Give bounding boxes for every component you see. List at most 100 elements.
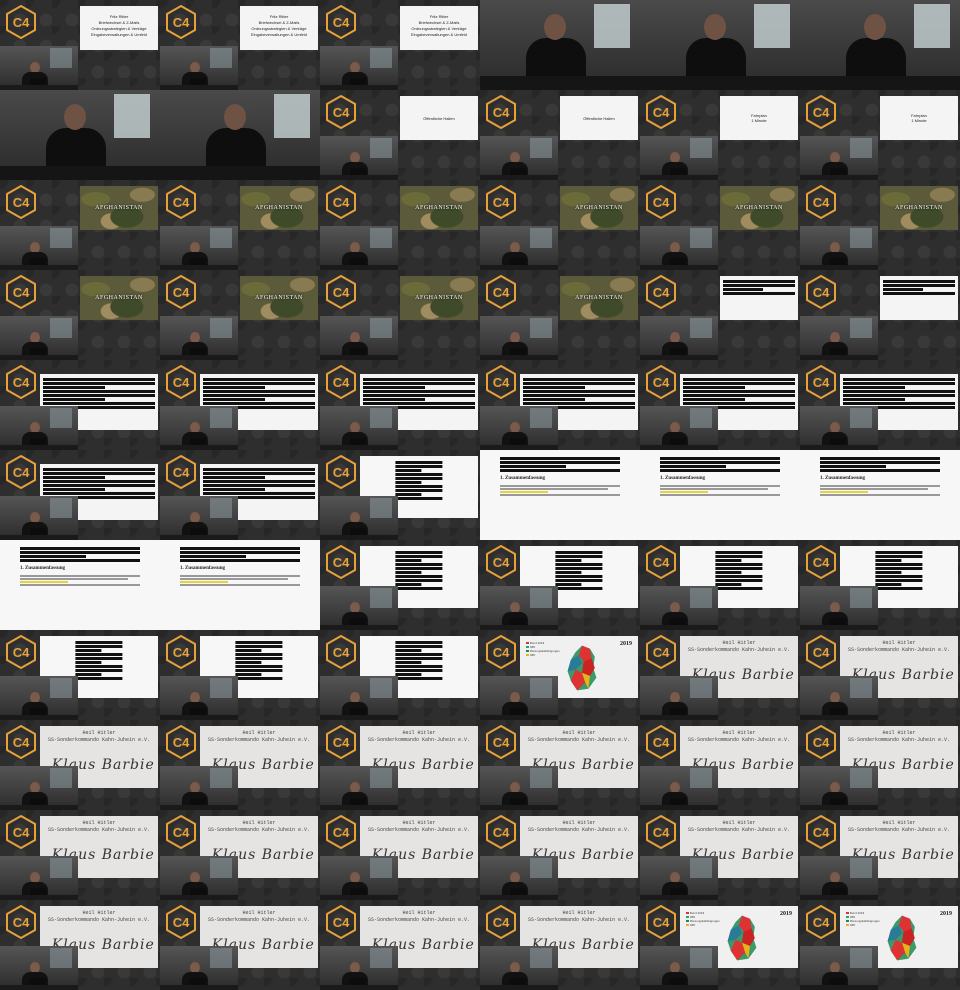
video-thumbnail-title[interactable]: C4 Fritz Ritter Briefwechsel & Z-Mails O…: [0, 0, 160, 90]
svg-text:C4: C4: [493, 735, 510, 750]
video-thumbnail-doc[interactable]: C4: [320, 630, 480, 720]
video-thumbnail-plain[interactable]: C4 Öffentliche Hallen: [480, 90, 640, 180]
stamp-line: Heil Hitler: [882, 640, 916, 646]
svg-text:C4: C4: [13, 915, 30, 930]
video-thumbnail-sig[interactable]: C4 Heil Hitler SS-Sonderkommando Kahn-Juh…: [160, 900, 320, 990]
video-thumbnail-redact[interactable]: C4: [0, 360, 160, 450]
video-thumbnail-doczoombig[interactable]: 1. Zusammenfassung: [160, 540, 320, 630]
video-thumbnail-doc[interactable]: C4: [320, 540, 480, 630]
video-thumbnail-doc[interactable]: C4: [480, 540, 640, 630]
video-thumbnail-camo[interactable]: C4 AFGHANISTAN: [320, 180, 480, 270]
title-line: Eingabeverwaltungen & Umfeld: [250, 32, 308, 37]
video-thumbnail-redact[interactable]: C4: [800, 360, 960, 450]
video-thumbnail-doc[interactable]: C4: [0, 630, 160, 720]
camo-title: AFGHANISTAN: [895, 205, 943, 211]
video-thumbnail-map[interactable]: C4 Bund 2019 SPD Planungsbeteiligungen SPD …: [640, 900, 800, 990]
video-thumbnail-cam[interactable]: [480, 0, 640, 90]
video-thumbnail-title[interactable]: C4 Fritz Ritter Briefwechsel & Z-Mails O…: [160, 0, 320, 90]
video-thumbnail-sig[interactable]: C4 Heil Hitler SS-Sonderkommando Kahn-Juh…: [320, 900, 480, 990]
video-thumbnail-sig[interactable]: C4 Heil Hitler SS-Sonderkommando Kahn-Juh…: [160, 720, 320, 810]
video-thumbnail-plain[interactable]: C4 Öffentliche Hallen: [320, 90, 480, 180]
video-thumbnail-sig[interactable]: C4 Heil Hitler SS-Sonderkommando Kahn-Juh…: [480, 720, 640, 810]
video-thumbnail-plain[interactable]: C4 Fahrplan 1 Minute: [640, 90, 800, 180]
video-thumbnail-sig[interactable]: C4 Heil Hitler SS-Sonderkommando Kahn-Juh…: [0, 720, 160, 810]
video-thumbnail-map[interactable]: C4 Bund 2019 SPD Planungsbeteiligungen SPD …: [800, 900, 960, 990]
stamp-line: Heil Hitler: [242, 820, 276, 826]
video-thumbnail-map[interactable]: C4 Bund 2019 SPD Planungsbeteiligungen SPD …: [480, 630, 640, 720]
video-thumbnail-doc[interactable]: C4: [160, 630, 320, 720]
video-thumbnail-sig[interactable]: C4 Heil Hitler SS-Sonderkommando Kahn-Juh…: [800, 630, 960, 720]
video-thumbnail-camo[interactable]: C4 AFGHANISTAN: [640, 180, 800, 270]
video-thumbnail-sig[interactable]: C4 Heil Hitler SS-Sonderkommando Kahn-Juh…: [640, 720, 800, 810]
video-thumbnail-sig[interactable]: C4 Heil Hitler SS-Sonderkommando Kahn-Juh…: [480, 810, 640, 900]
webcam-inset: [800, 136, 878, 180]
video-thumbnail-plain[interactable]: C4 Fahrplan 1 Minute: [800, 90, 960, 180]
webcam-inset: [320, 946, 398, 990]
camo-slide: AFGHANISTAN: [80, 186, 158, 230]
svg-text:C4: C4: [333, 105, 350, 120]
video-thumbnail-camo[interactable]: C4 AFGHANISTAN: [480, 270, 640, 360]
c4-logo-icon: C4: [646, 814, 676, 850]
video-thumbnail-docbig[interactable]: 1. Zusammenfassung: [480, 450, 640, 540]
video-thumbnail-sig[interactable]: C4 Heil Hitler SS-Sonderkommando Kahn-Juh…: [800, 720, 960, 810]
video-thumbnail-camo[interactable]: C4 AFGHANISTAN: [320, 270, 480, 360]
video-thumbnail-doczoom[interactable]: 1. Zusammenfassung: [640, 450, 800, 540]
webcam-inset: [640, 316, 718, 360]
video-thumbnail-doc[interactable]: C4: [320, 450, 480, 540]
c4-logo-icon: C4: [806, 364, 836, 400]
video-thumbnail-camo[interactable]: C4 AFGHANISTAN: [160, 180, 320, 270]
video-thumbnail-camo[interactable]: C4 AFGHANISTAN: [0, 270, 160, 360]
map-year: 2019: [780, 911, 792, 917]
video-thumbnail-redact[interactable]: C4: [800, 270, 960, 360]
video-thumbnail-sig[interactable]: C4 Heil Hitler SS-Sonderkommando Kahn-Juh…: [480, 900, 640, 990]
video-thumbnail-camo[interactable]: C4 AFGHANISTAN: [0, 180, 160, 270]
video-thumbnail-camo[interactable]: C4 AFGHANISTAN: [160, 270, 320, 360]
legend-label: Bund 2019: [850, 912, 865, 915]
video-thumbnail-doc[interactable]: C4: [800, 540, 960, 630]
video-thumbnail-redact[interactable]: C4: [0, 450, 160, 540]
stamp-line: SS-Sonderkommando Kahn-Juhein e.V.: [687, 737, 791, 743]
svg-text:C4: C4: [173, 915, 190, 930]
c4-logo-icon: C4: [326, 184, 356, 220]
video-thumbnail-sig[interactable]: C4 Heil Hitler SS-Sonderkommando Kahn-Juh…: [0, 810, 160, 900]
camo-title: AFGHANISTAN: [575, 205, 623, 211]
c4-logo-icon: C4: [6, 274, 36, 310]
stamp-line: Heil Hitler: [722, 640, 756, 646]
c4-logo-icon: C4: [166, 184, 196, 220]
title-slide: Fritz Ritter Briefwechsel & Z-Mails Ordn…: [400, 6, 478, 50]
title-line: Eingabeverwaltungen & Umfeld: [410, 32, 468, 37]
video-thumbnail-doczoombig[interactable]: 1. Zusammenfassung: [0, 540, 160, 630]
svg-text:C4: C4: [813, 825, 830, 840]
video-thumbnail-redact[interactable]: C4: [160, 450, 320, 540]
video-thumbnail-camo[interactable]: C4 AFGHANISTAN: [480, 180, 640, 270]
camo-title: AFGHANISTAN: [95, 295, 143, 301]
video-thumbnail-redact[interactable]: C4: [640, 360, 800, 450]
video-thumbnail-sig[interactable]: C4 Heil Hitler SS-Sonderkommando Kahn-Juh…: [160, 810, 320, 900]
video-thumbnail-redact[interactable]: C4: [480, 360, 640, 450]
webcam-inset: [320, 676, 398, 720]
webcam-inset: [640, 946, 718, 990]
video-thumbnail-sig[interactable]: C4 Heil Hitler SS-Sonderkommando Kahn-Juh…: [800, 810, 960, 900]
video-thumbnail-cam[interactable]: [160, 90, 320, 180]
video-thumbnail-sig[interactable]: C4 Heil Hitler SS-Sonderkommando Kahn-Juh…: [640, 630, 800, 720]
video-thumbnail-redact[interactable]: C4: [320, 360, 480, 450]
legend-label: SPD: [690, 924, 696, 927]
video-thumbnail-doczoom[interactable]: 1. Zusammenfassung: [800, 450, 960, 540]
video-thumbnail-sig[interactable]: C4 Heil Hitler SS-Sonderkommando Kahn-Juh…: [320, 720, 480, 810]
video-thumbnail-title[interactable]: C4 Fritz Ritter Briefwechsel & Z-Mails O…: [320, 0, 480, 90]
document-zoom-slide: 1. Zusammenfassung: [0, 540, 160, 630]
video-thumbnail-redact[interactable]: C4: [160, 360, 320, 450]
video-thumbnail-doc[interactable]: C4: [640, 540, 800, 630]
c4-logo-icon: C4: [6, 904, 36, 940]
video-thumbnail-cam[interactable]: [0, 90, 160, 180]
video-thumbnail-cam[interactable]: [640, 0, 800, 90]
c4-logo-icon: C4: [806, 814, 836, 850]
video-thumbnail-sig[interactable]: C4 Heil Hitler SS-Sonderkommando Kahn-Juh…: [320, 810, 480, 900]
video-thumbnail-sig[interactable]: C4 Heil Hitler SS-Sonderkommando Kahn-Juh…: [640, 810, 800, 900]
title-line: Briefwechsel & Z-Mails: [418, 20, 460, 25]
stamp-line: Heil Hitler: [882, 820, 916, 826]
video-thumbnail-sig[interactable]: C4 Heil Hitler SS-Sonderkommando Kahn-Juh…: [0, 900, 160, 990]
video-thumbnail-cam[interactable]: [800, 0, 960, 90]
video-thumbnail-camo[interactable]: C4 AFGHANISTAN: [800, 180, 960, 270]
video-thumbnail-redact[interactable]: C4: [640, 270, 800, 360]
